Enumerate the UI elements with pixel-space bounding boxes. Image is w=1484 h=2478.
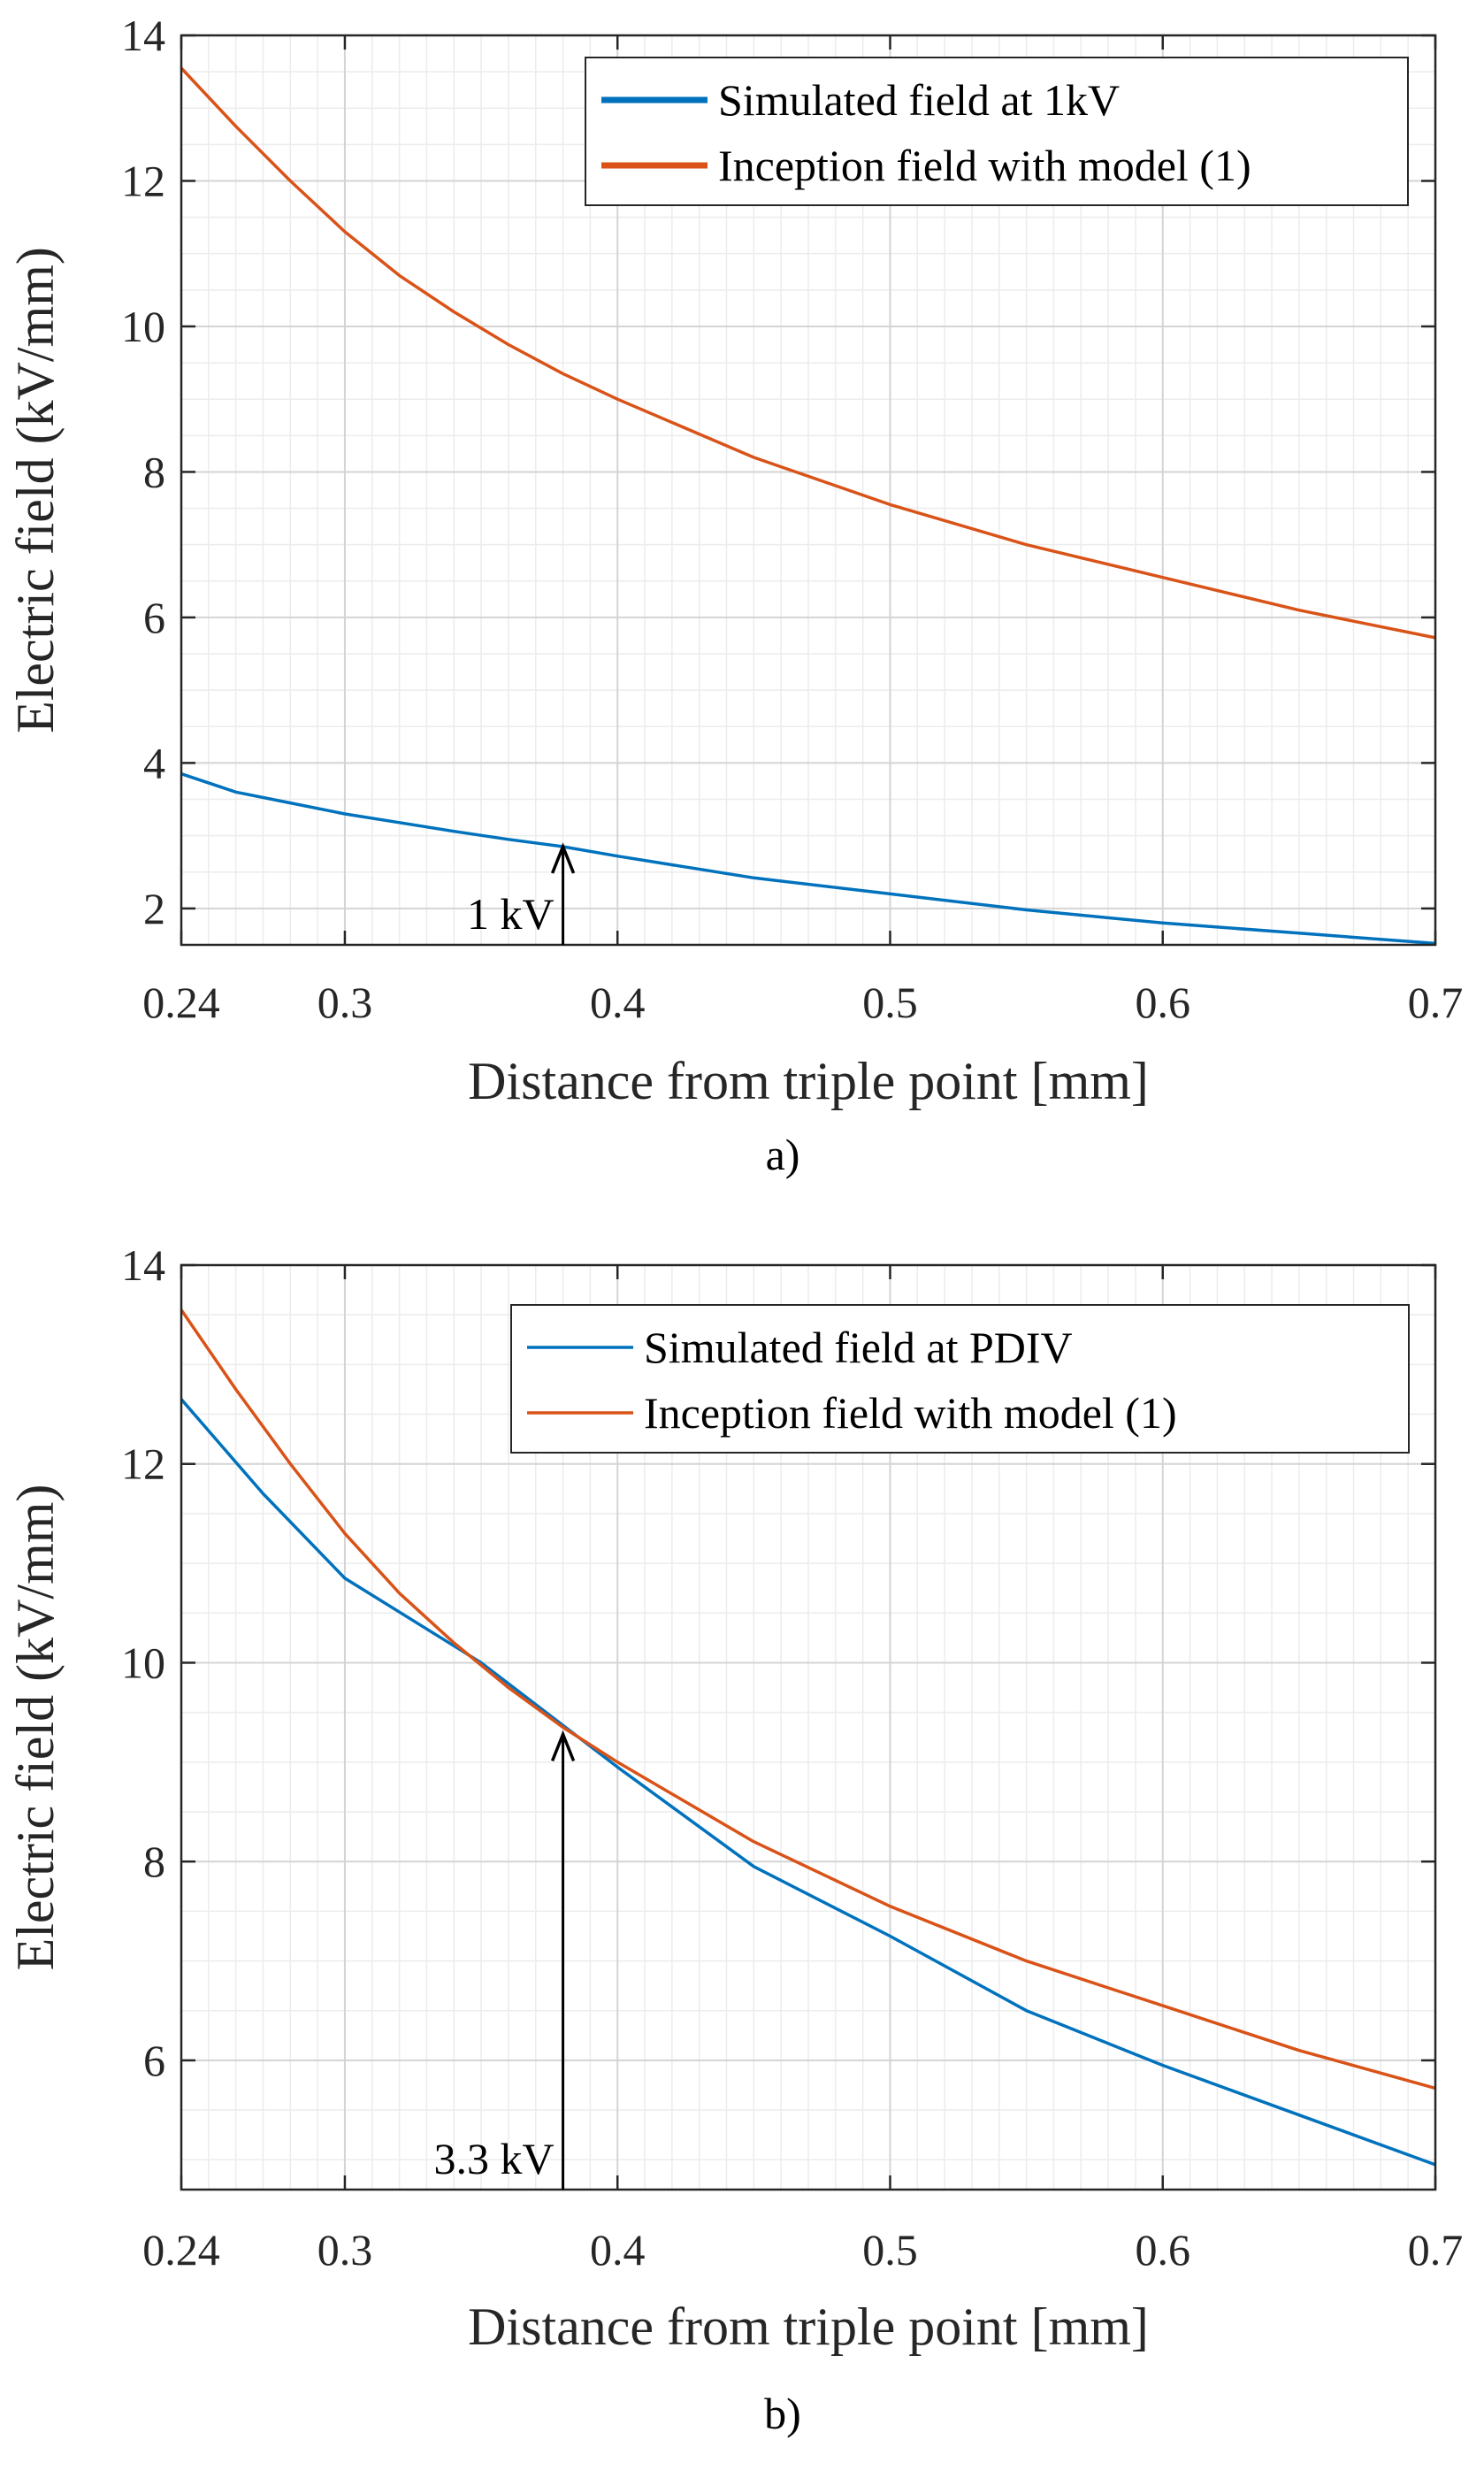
y-tick-label: 4: [143, 738, 165, 787]
legend-label: Simulated field at 1kV: [718, 75, 1120, 125]
panel-label: a): [766, 1130, 800, 1179]
ticks: [180, 34, 1437, 945]
x-tick-label: 0.7: [1408, 978, 1464, 1027]
series-line-2: [180, 66, 1436, 640]
panel-label: b): [764, 2389, 801, 2438]
y-tick-label: 2: [143, 884, 165, 933]
y-tick-label: 14: [121, 11, 165, 60]
x-tick-label: 0.6: [1135, 2225, 1190, 2275]
legend: Simulated field at PDIV Inception field w…: [510, 1304, 1410, 1454]
legend: Simulated field at 1kV Inception field wi…: [585, 57, 1409, 206]
x-tick-label: 0.7: [1408, 2225, 1464, 2275]
legend-box: [510, 1304, 1410, 1454]
x-tick-label: 0.3: [317, 2225, 373, 2275]
x-tick-label: 0.3: [317, 978, 373, 1027]
x-tick-label: 0.24: [142, 978, 220, 1027]
y-tick-label: 8: [143, 447, 165, 496]
y-axis-label: Electric field (kV/mm): [6, 247, 65, 733]
minor-grid: [181, 35, 1435, 946]
y-tick-label: 10: [121, 1638, 165, 1687]
arrow-head: [550, 842, 576, 874]
x-tick-label: 0.5: [862, 978, 918, 1027]
y-tick-label: 6: [143, 2036, 165, 2085]
x-tick-label: 0.4: [590, 2225, 646, 2275]
legend-box: [585, 57, 1409, 206]
chart-panel-b: 0.24 0.3 0.4 0.5 0.6 0.7 6 8 10 12 14 Distance from…: [6, 1240, 1463, 2438]
x-axis-label: Distance from triple point [mm]: [468, 1052, 1149, 1110]
annotation-arrow: [550, 842, 576, 945]
chart-panel-a: 0.24 0.3 0.4 0.5 0.6 0.7 2 4 6 8 10 12 14 Distance fr…: [6, 11, 1463, 1179]
arrow-head: [550, 1730, 576, 1762]
legend-label: Inception field with model (1): [718, 141, 1251, 190]
ticks: [180, 1263, 1437, 2190]
y-tick-label: 12: [121, 1439, 165, 1489]
y-tick-label: 8: [143, 1837, 165, 1886]
y-tick-label: 10: [121, 302, 165, 351]
y-axis-label: Electric field (kV/mm): [6, 1484, 65, 1971]
legend-label: Inception field with model (1): [644, 1388, 1177, 1438]
axes-frame: [180, 34, 1437, 947]
x-axis-label: Distance from triple point [mm]: [468, 2298, 1149, 2356]
x-tick-label: 0.4: [590, 978, 646, 1027]
axes-frame: [180, 1263, 1437, 2191]
annotation-label: 3.3 kV: [433, 2134, 554, 2183]
y-tick-label: 12: [121, 156, 165, 205]
series-line-2: [180, 1308, 1436, 2091]
legend-label: Simulated field at PDIV: [644, 1323, 1073, 1372]
annotation-arrow: [550, 1730, 576, 2190]
x-tick-label: 0.6: [1135, 978, 1190, 1027]
series-line-1: [180, 1398, 1436, 2167]
y-tick-label: 6: [143, 593, 165, 642]
y-tick-label: 14: [121, 1240, 165, 1290]
annotation-label: 1 kV: [467, 889, 555, 939]
x-tick-label: 0.24: [142, 2225, 220, 2275]
x-tick-label: 0.5: [862, 2225, 918, 2275]
